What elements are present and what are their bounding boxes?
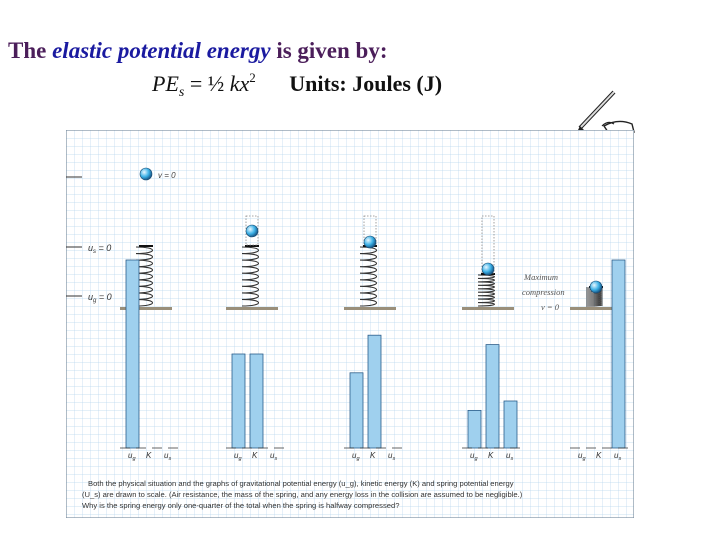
energy-figure: v = 0 us = 0 ug = 0 Maximum compression …	[66, 130, 634, 518]
bar-label: K	[596, 451, 602, 460]
bar-label: ug	[578, 451, 586, 462]
caption-line-2: (U_s) are drawn to scale. (Air resistanc…	[82, 490, 523, 499]
spring-coil	[477, 274, 496, 307]
max-compression-label-3: v = 0	[541, 302, 560, 312]
energy-bar	[503, 400, 518, 449]
spring-base	[344, 307, 396, 310]
bar-label: us	[270, 451, 277, 462]
bar-label: ug	[234, 451, 242, 462]
ball	[363, 235, 377, 249]
heading-prefix: The	[8, 38, 53, 63]
v0-label: v = 0	[158, 171, 176, 180]
bar-label: us	[614, 451, 621, 462]
energy-diagram: v = 0 us = 0 ug = 0 Maximum compression …	[66, 130, 634, 518]
spring-base	[570, 307, 622, 310]
ball	[139, 167, 153, 181]
spring-ghost	[363, 215, 377, 246]
formula-rhs: kx	[229, 71, 250, 96]
energy-bar	[125, 259, 140, 449]
bar-label: ug	[470, 451, 478, 462]
ball	[589, 280, 603, 294]
energy-bar	[611, 259, 626, 449]
energy-bar	[467, 409, 482, 449]
bar-label: K	[146, 451, 152, 460]
energy-bar	[367, 334, 382, 449]
spring-coil	[585, 287, 604, 307]
formula-units: Units: Joules (J)	[289, 71, 443, 96]
bar-label: K	[252, 451, 258, 460]
ug0-label: ug = 0	[88, 292, 112, 304]
max-compression-label-2: compression	[522, 287, 565, 297]
ball	[481, 262, 495, 276]
bar-label: us	[506, 451, 513, 462]
pencil-hand-icon	[577, 90, 635, 134]
energy-bar	[231, 353, 246, 449]
bar-label: ug	[128, 451, 136, 462]
spring-coil	[135, 246, 154, 307]
bar-label: K	[370, 451, 376, 460]
ball	[245, 224, 259, 238]
bar-label: us	[388, 451, 395, 462]
spring-base	[120, 307, 172, 310]
formula-equals: = ½	[184, 71, 230, 96]
spring-coil	[241, 246, 260, 307]
spring-coil	[359, 246, 378, 307]
energy-bar	[249, 353, 264, 449]
bar-label: us	[164, 451, 171, 462]
spring-base	[226, 307, 278, 310]
caption-line-1: Both the physical situation and the grap…	[88, 479, 514, 488]
heading-emphasis: elastic potential energy	[52, 38, 271, 63]
bar-label: K	[488, 451, 494, 460]
energy-bar	[349, 372, 364, 449]
us0-label: us = 0	[88, 243, 111, 255]
page-heading: The elastic potential energy is given by…	[8, 38, 388, 64]
energy-formula: PEs = ½ kx2 Units: Joules (J)	[152, 70, 442, 101]
grid-background	[66, 130, 634, 518]
spring-base	[462, 307, 514, 310]
heading-suffix: is given by:	[270, 38, 388, 63]
energy-bar	[485, 344, 500, 449]
max-compression-label-1: Maximum	[523, 272, 558, 282]
caption-line-3: Why is the spring energy only one-quarte…	[82, 501, 399, 510]
bar-label: ug	[352, 451, 360, 462]
formula-lhs: PE	[152, 71, 179, 96]
formula-lhs-sub: s	[178, 85, 185, 100]
formula-rhs-sup: 2	[249, 70, 256, 85]
